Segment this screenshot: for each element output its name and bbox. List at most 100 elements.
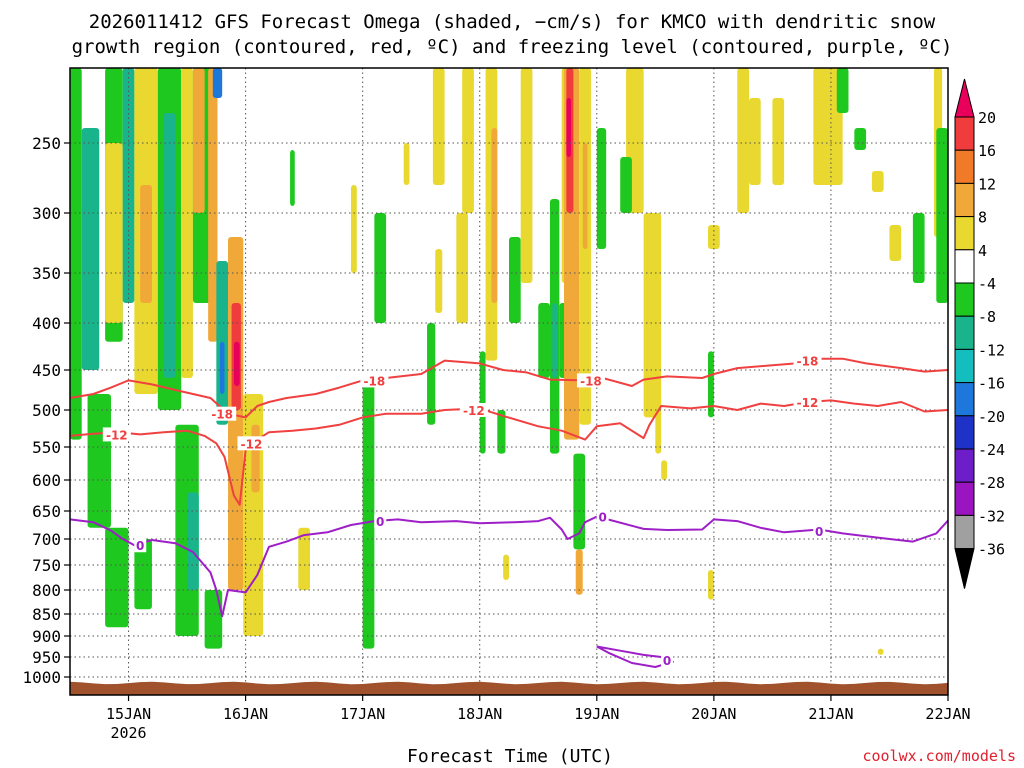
contour-label-bg (360, 373, 389, 388)
colorbar-swatch (954, 481, 975, 516)
gridlines (70, 68, 948, 695)
x-tick-label: 15JAN (106, 705, 151, 723)
omega-patch (105, 527, 129, 628)
contour-label-bg (661, 653, 674, 668)
omega-patch (552, 303, 557, 378)
omega-patch (596, 128, 607, 249)
omega-patch (374, 213, 387, 323)
omega-patch (251, 424, 260, 493)
x-tick-label: 21JAN (808, 705, 853, 723)
y-tick-label: 650 (32, 502, 61, 521)
y-tick-label: 750 (32, 556, 61, 575)
colorbar-swatch (954, 415, 975, 450)
omega-patch (643, 213, 662, 418)
omega-patch (620, 157, 632, 213)
omega-patch (70, 68, 82, 440)
contour-label: -12 (797, 396, 819, 410)
omega-patch (661, 460, 668, 480)
colorbar-swatch (954, 282, 975, 317)
omega-patch (737, 68, 749, 213)
omega-patch (708, 570, 714, 600)
y-tick-label: 700 (32, 530, 61, 549)
colorbar-bottom-arrow (954, 548, 975, 589)
y-tick-label: 600 (32, 471, 61, 490)
omega-patch (708, 351, 714, 418)
omega-patch (212, 68, 223, 98)
y-tick-label: 300 (32, 204, 61, 223)
omega-patch (233, 341, 240, 386)
omega-patch (772, 98, 785, 185)
omega-patch (655, 410, 662, 454)
contour-label: 0 (136, 539, 144, 553)
omega-patch (582, 143, 588, 249)
x-tick-label: 17JAN (340, 705, 385, 723)
y-tick-label: 1000 (22, 668, 61, 687)
contour-label-bg (208, 406, 237, 421)
contour-line--12 (69, 399, 949, 506)
contour-labels: -18 -18 -18 -18 -12 -12 -12 -12 0 0 0 0 0 (102, 353, 826, 668)
colorbar-swatch (954, 116, 975, 151)
colorbar-label: 8 (978, 209, 987, 227)
contour-label: -12 (106, 428, 128, 442)
omega-patch (462, 68, 474, 213)
omega-patch (889, 225, 902, 261)
x-tick-label: 20JAN (691, 705, 736, 723)
omega-patch (566, 98, 572, 157)
omega-patch (219, 341, 225, 394)
omega-patch (427, 323, 436, 425)
y-tick-label: 900 (32, 627, 61, 646)
omega-patch (877, 648, 884, 655)
colorbar-swatch (954, 315, 975, 350)
x-tick-label: 16JAN (223, 705, 268, 723)
contour-label-bg (576, 373, 605, 388)
omega-patch (350, 185, 357, 273)
omega-patch (187, 492, 199, 590)
omega-patch (362, 378, 375, 649)
terrain-fill (70, 681, 948, 695)
colorbar-swatch (954, 216, 975, 251)
omega-patch (192, 68, 205, 213)
x-tick-sublabel: 2026 (110, 724, 146, 742)
colorbar-swatch (954, 382, 975, 417)
colorbar-swatch (954, 514, 975, 550)
omega-patch (748, 98, 761, 185)
x-tick-label: 22JAN (925, 705, 970, 723)
colorbar-label: 12 (978, 175, 996, 193)
omega-patch (708, 225, 720, 249)
omega-patch (181, 68, 193, 378)
contour-label-bg (134, 538, 147, 553)
y-tick-label: 850 (32, 605, 61, 624)
contour-label-bg (596, 509, 609, 524)
y-tick-label: 950 (32, 648, 61, 667)
colorbar-label: -24 (978, 441, 1005, 459)
contour-label: 0 (598, 511, 606, 525)
x-axis-label: Forecast Time (UTC) (407, 746, 613, 767)
colorbar-swatch (954, 182, 975, 218)
colorbar-swatch (954, 249, 975, 284)
omega-patch (912, 213, 925, 283)
terrain-band (70, 681, 948, 695)
y-tick-label: 500 (32, 401, 61, 420)
omega-patch (936, 128, 948, 303)
colorbar-top-arrow (954, 78, 975, 118)
y-tick-label: 350 (32, 264, 61, 283)
omega-patch (134, 539, 152, 610)
colorbar: 20 16 12 8 4 -4 -8 -12 -16 -20 -24 -28 -32 -36 (954, 78, 1005, 589)
contour-label: 0 (815, 525, 823, 539)
x-tick-label: 18JAN (457, 705, 502, 723)
colorbar-label: -36 (978, 541, 1005, 559)
omega-patch (503, 554, 509, 580)
colorbar-swatch (954, 149, 975, 184)
omega-patch (491, 128, 498, 303)
colorbar-swatch (954, 348, 975, 384)
omega-patch (520, 68, 533, 283)
omega-patch (497, 410, 506, 454)
y-tick-label: 800 (32, 581, 61, 600)
colorbar-label: -4 (978, 275, 996, 293)
omega-patch (105, 143, 123, 323)
omega-patch (836, 68, 849, 113)
contour-label: -18 (797, 355, 819, 369)
contour-label-bg (237, 436, 266, 451)
credit-text: coolwx.com/models (862, 747, 1016, 765)
